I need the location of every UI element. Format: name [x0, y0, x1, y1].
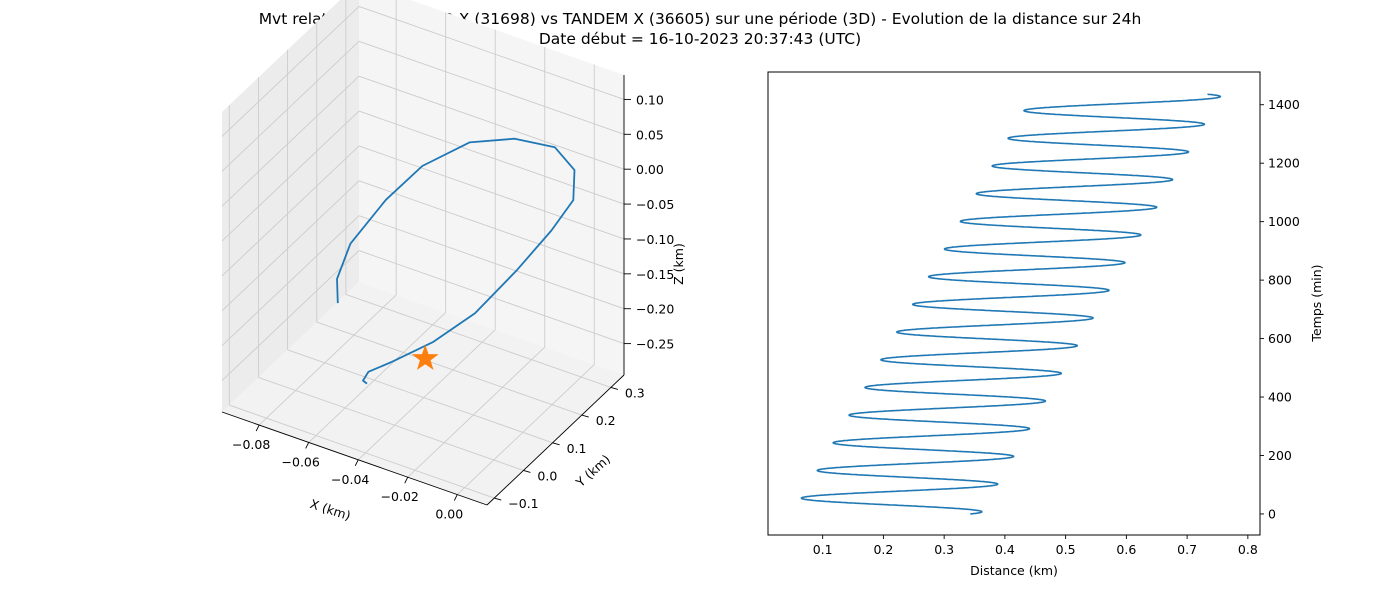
y-tick-mark-3d	[581, 414, 589, 418]
figure-title-line-1: Mvt relatif de TERRA SAR X (31698) vs TA…	[259, 10, 1142, 28]
z-axis-label-3d: Z (km)	[671, 243, 686, 285]
y-axis-line-3d	[486, 374, 625, 506]
satellite-star-marker	[411, 344, 439, 370]
grid-line-y-floor	[287, 349, 553, 444]
z-tick-label-3d: 0.05	[636, 127, 664, 142]
grid-line-z-left	[221, 145, 360, 277]
distance-series-line	[800, 93, 1222, 515]
x-tick-mark-3d	[255, 424, 260, 432]
y-tick-label: 1200	[1268, 156, 1300, 171]
grid-line-z-back	[358, 5, 625, 100]
y-tick-label-3d: 0.1	[567, 441, 587, 456]
3d-axis-grid	[221, 0, 625, 499]
y-tick-mark-3d	[494, 497, 502, 501]
x-tick-label-3d: −0.06	[282, 454, 320, 469]
x-tick-mark-3d	[404, 476, 409, 484]
z-tick-label-3d: −0.20	[636, 302, 674, 317]
x-tick-label-3d: −0.04	[331, 472, 369, 487]
x-tick-mark-3d	[453, 494, 458, 501]
grid-line-z-left	[221, 110, 360, 242]
x-tick-label: 0.6	[1116, 542, 1136, 557]
grid-line-x-floor	[258, 294, 397, 426]
3d-axis-lines	[221, 75, 625, 506]
x-tick-mark-3d	[354, 459, 359, 467]
grid-line-z-back	[358, 180, 625, 275]
trajectory-3d-line	[336, 137, 576, 385]
grid-line-z-back	[358, 110, 625, 205]
grid-line-y-floor	[258, 377, 524, 471]
y-tick-mark-3d	[523, 469, 531, 473]
y-tick-label-3d: 0.0	[537, 468, 557, 483]
grid-line-x-floor	[456, 364, 595, 495]
grid-line-y-floor	[229, 404, 495, 499]
grid-line-x-floor	[308, 312, 446, 443]
plot-frame	[767, 71, 1261, 536]
x-axis-line-3d	[221, 411, 488, 506]
y-tick-label: 0	[1268, 506, 1276, 521]
y-tick-label: 1000	[1268, 214, 1300, 229]
z-tick-label-3d: −0.10	[636, 232, 674, 247]
grid-line-z-left	[221, 6, 360, 137]
x-tick-label: 0.4	[995, 542, 1015, 557]
x-tick-label-3d: −0.08	[232, 437, 270, 452]
y-tick-label: 200	[1268, 448, 1292, 463]
left-pane	[222, 0, 359, 412]
grid-line-z-left	[221, 40, 360, 172]
plot-distance-over-time: 0.1 0.2 0.3 0.4 0.5 0.6 0.7 0.8 0 200 400 600 800 100…	[767, 71, 1324, 578]
y-tick-mark-3d	[552, 442, 560, 446]
grid-line-z-back	[358, 40, 625, 135]
grid-line-y-floor	[345, 294, 612, 388]
y-tick-label: 1400	[1268, 97, 1300, 112]
grid-line-z-left	[221, 180, 360, 312]
y-tick-mark-3d	[610, 387, 619, 390]
grid-line-x-floor	[357, 329, 496, 461]
back-pane	[359, 0, 624, 375]
y-axis-label: Temps (min)	[1309, 264, 1324, 342]
x-tick-label-3d: 0.00	[435, 507, 463, 522]
x-tick-label-3d: −0.02	[381, 489, 419, 504]
grid-line-z-left	[221, 250, 360, 381]
grid-line-z-left	[221, 75, 360, 207]
x-tick-label: 0.3	[934, 542, 954, 557]
y-tick-label: 800	[1268, 273, 1292, 288]
z-tick-label-3d: −0.05	[636, 197, 674, 212]
y-tick-label: 600	[1268, 331, 1292, 346]
3d-axis-panes	[222, 0, 624, 505]
y-tick-label: 400	[1268, 390, 1292, 405]
x-tick-mark-3d	[305, 442, 310, 449]
z-tick-label-3d: 0.00	[636, 162, 664, 177]
grid-line-z-left	[221, 215, 360, 347]
z-tick-label-3d: −0.25	[636, 337, 674, 352]
x-tick-label: 0.7	[1177, 542, 1197, 557]
grid-line-y-floor	[316, 321, 582, 416]
grid-line-z-back	[358, 215, 625, 310]
3d-axis-ticks: −0.08 −0.06 −0.04 −0.02 0.00 −0.1 0.0 0.1 0.2 0.3…	[232, 92, 674, 521]
x-tick-label: 0.1	[813, 542, 833, 557]
x-axis-label: Distance (km)	[970, 563, 1058, 578]
z-tick-label-3d: 0.10	[636, 92, 664, 107]
figure-title-line-2: Date début = 16-10-2023 20:37:43 (UTC)	[539, 30, 861, 48]
grid-line-z-back	[358, 75, 625, 170]
x-tick-label: 0.2	[873, 542, 893, 557]
y-tick-label-3d: 0.2	[596, 413, 616, 428]
z-tick-label-3d: −0.15	[636, 267, 674, 282]
y-tick-label-3d: −0.1	[508, 496, 538, 511]
2d-axis-ticks: 0.1 0.2 0.3 0.4 0.5 0.6 0.7 0.8 0 200 400 600 800 100…	[813, 97, 1300, 557]
grid-line-x-floor	[407, 346, 546, 478]
floor-pane	[222, 282, 624, 505]
x-tick-label: 0.8	[1238, 542, 1258, 557]
plot-3d-relative-motion: −0.08 −0.06 −0.04 −0.02 0.00 −0.1 0.0 0.1 0.2 0.3…	[221, 0, 686, 523]
x-tick-label: 0.5	[1056, 542, 1076, 557]
y-tick-label-3d: 0.3	[625, 385, 645, 400]
grid-line-z-back	[358, 145, 625, 240]
